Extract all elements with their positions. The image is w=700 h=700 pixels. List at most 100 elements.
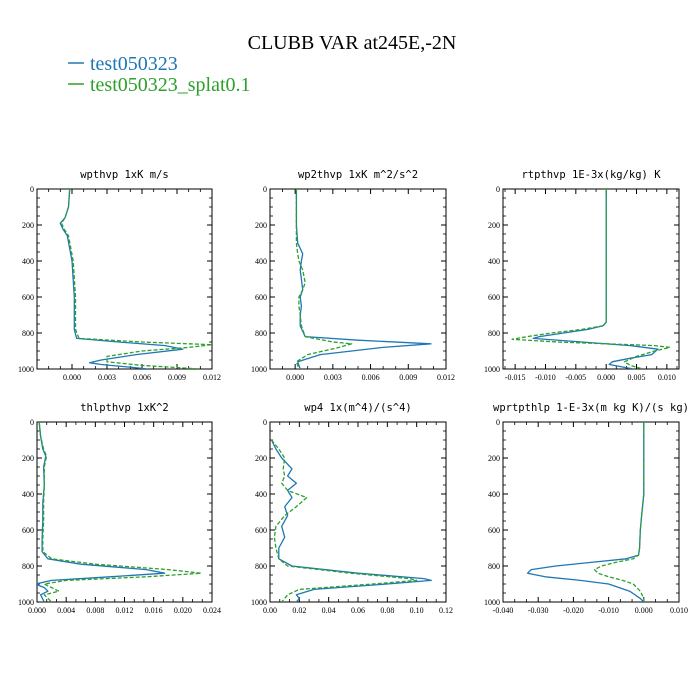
y-tick-label: 0 — [30, 185, 34, 194]
series-line-1 — [532, 189, 659, 369]
y-tick-label: 400 — [22, 490, 34, 499]
y-tick-label: 600 — [22, 293, 34, 302]
x-tick-label: -0.010 — [535, 373, 556, 382]
y-tick-label: 1000 — [18, 598, 34, 607]
y-tick-label: 200 — [255, 454, 267, 463]
x-tick-label: 0.12 — [439, 606, 453, 615]
y-tick-label: 400 — [22, 257, 34, 266]
series-line-2 — [593, 422, 645, 602]
x-tick-label: 0.009 — [168, 373, 186, 382]
series-line-1 — [37, 422, 166, 602]
panel-title: wp2thvp 1xK m^2/s^2 — [298, 169, 418, 181]
y-tick-label: 200 — [22, 454, 34, 463]
y-tick-label: 200 — [255, 221, 267, 230]
x-tick-label: 0.000 — [28, 606, 46, 615]
y-tick-label: 600 — [255, 526, 267, 535]
panel-title: wpthvp 1xK m/s — [80, 169, 169, 181]
plot-frame — [36, 421, 213, 603]
series-line-1 — [295, 189, 432, 369]
x-tick-label: 0.10 — [410, 606, 424, 615]
x-tick-label: 0.004 — [57, 606, 75, 615]
y-tick-label: 800 — [22, 329, 34, 338]
x-tick-label: 0.000 — [635, 606, 653, 615]
y-tick-label: 600 — [22, 526, 34, 535]
series-line-1 — [270, 439, 432, 602]
figure-title: CLUBB VAR at245E,-2N — [248, 32, 457, 54]
series-line-2 — [295, 189, 353, 369]
plot-frame — [502, 421, 680, 603]
y-tick-label: 600 — [488, 526, 500, 535]
y-tick-label: 800 — [488, 329, 500, 338]
series-line-1 — [59, 189, 184, 369]
x-tick-label: 0.010 — [670, 606, 688, 615]
legend: test050323 test050323_splat0.1 — [68, 53, 251, 96]
y-tick-label: 400 — [255, 257, 267, 266]
x-tick-label: -0.020 — [563, 606, 584, 615]
plot-frame — [269, 421, 447, 603]
x-tick-label: 0.012 — [437, 373, 455, 382]
y-tick-label: 0 — [496, 185, 500, 194]
x-tick-label: 0.016 — [145, 606, 163, 615]
y-tick-label: 400 — [488, 490, 500, 499]
x-tick-label: 0.08 — [380, 606, 394, 615]
x-tick-label: 0.012 — [203, 373, 221, 382]
y-tick-label: 200 — [488, 454, 500, 463]
legend-label-series-1: test050323 — [90, 53, 178, 75]
series-line-2 — [38, 422, 202, 602]
y-tick-label: 800 — [255, 329, 267, 338]
y-tick-label: 0 — [496, 418, 500, 427]
panel-title: wprtpthlp 1-E-3x(m kg K)/(s kg) — [493, 402, 689, 414]
x-tick-label: -0.030 — [528, 606, 549, 615]
series-line-2 — [270, 439, 418, 602]
y-tick-label: 1000 — [251, 598, 267, 607]
series-line-2 — [511, 189, 671, 369]
x-tick-label: 0.020 — [174, 606, 192, 615]
x-tick-label: -0.040 — [493, 606, 514, 615]
y-tick-label: 1000 — [484, 365, 500, 374]
x-tick-label: 0.00 — [263, 606, 277, 615]
x-tick-label: 0.024 — [203, 606, 221, 615]
x-tick-label: 0.006 — [133, 373, 151, 382]
y-tick-label: 800 — [488, 562, 500, 571]
y-tick-label: 400 — [255, 490, 267, 499]
y-tick-label: 0 — [263, 418, 267, 427]
x-tick-label: 0.008 — [86, 606, 104, 615]
y-tick-label: 1000 — [251, 365, 267, 374]
x-tick-label: 0.02 — [292, 606, 306, 615]
series-line-1 — [526, 422, 645, 602]
panel-3: rtpthvp 1E-3x(kg/kg) K 0 200 400 600 800 1000 -… — [484, 169, 680, 382]
x-tick-label: -0.005 — [565, 373, 586, 382]
x-tick-label: 0.000 — [286, 373, 304, 382]
x-tick-label: 0.009 — [399, 373, 417, 382]
x-tick-label: 0.006 — [362, 373, 380, 382]
y-tick-label: 600 — [488, 293, 500, 302]
legend-label-series-2: test050323_splat0.1 — [90, 74, 251, 96]
y-tick-label: 400 — [488, 257, 500, 266]
x-tick-label: -0.010 — [598, 606, 619, 615]
x-tick-label: 0.005 — [628, 373, 646, 382]
y-tick-label: 800 — [22, 562, 34, 571]
x-tick-label: 0.06 — [351, 606, 365, 615]
x-tick-label: 0.003 — [98, 373, 116, 382]
x-tick-label: 0.010 — [658, 373, 676, 382]
panel-title: rtpthvp 1E-3x(kg/kg) K — [521, 169, 661, 181]
y-tick-label: 800 — [255, 562, 267, 571]
y-tick-label: 0 — [263, 185, 267, 194]
x-tick-label: 0.000 — [63, 373, 81, 382]
x-tick-label: 0.012 — [116, 606, 134, 615]
y-tick-label: 1000 — [484, 598, 500, 607]
x-tick-label: 0.003 — [324, 373, 342, 382]
y-tick-label: 200 — [22, 221, 34, 230]
y-tick-label: 600 — [255, 293, 267, 302]
y-tick-label: 200 — [488, 221, 500, 230]
panel-6: wprtpthlp 1-E-3x(m kg K)/(s kg) 0 200 400 60… — [484, 402, 689, 615]
plot-frame — [502, 188, 680, 370]
panel-title: wp4 1x(m^4)/(s^4) — [304, 402, 411, 414]
y-tick-label: 0 — [30, 418, 34, 427]
panel-1: wpthvp 1xK m/s 0 200 400 600 800 1000 0.000 0.00… — [18, 169, 221, 382]
panel-title: thlpthvp 1xK^2 — [80, 402, 169, 414]
